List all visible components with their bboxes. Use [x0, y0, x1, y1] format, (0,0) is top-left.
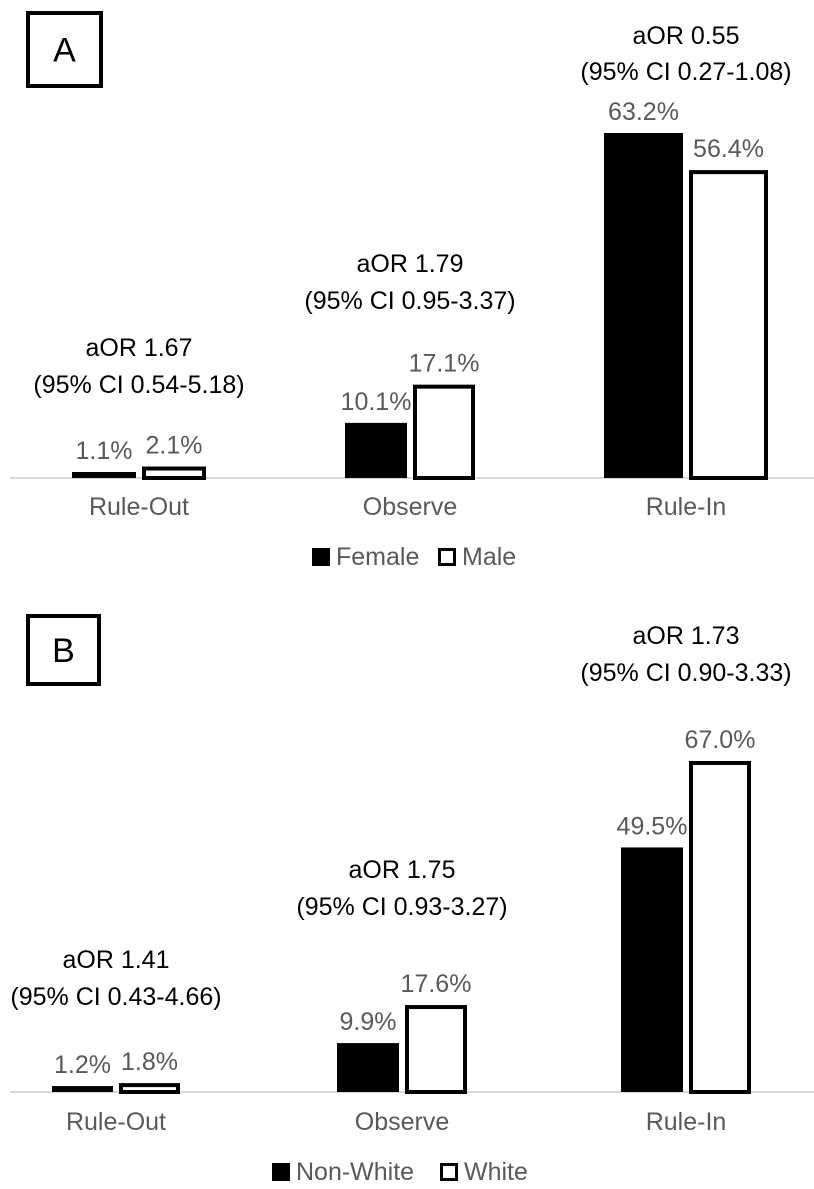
bar-female-rule-in — [604, 133, 683, 478]
data-label: 63.2% — [608, 98, 679, 126]
annotation-ci: (95% CI 0.27-1.08) — [580, 58, 791, 86]
data-label: 17.1% — [409, 350, 480, 378]
annotation-ci: (95% CI 0.54-5.18) — [33, 371, 244, 399]
panel-label: A — [53, 32, 76, 70]
x-tick-label: Rule-Out — [66, 1108, 166, 1136]
data-label: 56.4% — [693, 135, 764, 163]
legend-swatch-female — [312, 548, 330, 566]
data-label: 2.1% — [146, 432, 203, 460]
x-tick-label: Observe — [363, 493, 457, 521]
panel-label-box — [26, 11, 103, 88]
data-label: 9.9% — [340, 1008, 397, 1036]
bar-non-white-rule-in — [621, 847, 683, 1092]
annotation-aor: aOR 0.55 — [632, 22, 739, 50]
legend-label-female: Female — [336, 543, 419, 571]
data-label: 10.1% — [341, 388, 412, 416]
x-tick-label: Rule-In — [646, 493, 727, 521]
x-tick-label: Rule-In — [646, 1108, 727, 1136]
bar-female-observe — [345, 422, 407, 478]
bar-male-observe — [413, 384, 475, 480]
bar-white-rule-in — [689, 761, 751, 1094]
legend-label-male: Male — [462, 543, 516, 571]
annotation-ci: (95% CI 0.90-3.33) — [580, 659, 791, 687]
bar-white-observe — [405, 1005, 467, 1094]
data-label: 1.1% — [76, 437, 133, 465]
annotation-aor: aOR 1.79 — [356, 250, 463, 278]
legend-label-white: White — [464, 1158, 528, 1186]
annotation-aor: aOR 1.67 — [85, 334, 192, 362]
annotation-ci: (95% CI 0.95-3.37) — [304, 287, 515, 315]
annotation-ci: (95% CI 0.93-3.27) — [296, 893, 507, 921]
legend-label-non-white: Non-White — [296, 1158, 414, 1186]
bar-white-rule-out — [119, 1083, 180, 1094]
x-tick-label: Rule-Out — [89, 493, 189, 521]
panel-label: B — [52, 632, 75, 670]
panel-a: A 1.1% 2.1% Rule-Out aOR 1.67 (95% CI 0.54-5.… — [10, 11, 814, 571]
bar-female-rule-out — [72, 471, 136, 478]
panel-b: B 1.2% 1.8% Rule-Out aOR 1.41 (95% CI 0.43-4.… — [10, 614, 814, 1186]
x-tick-label: Observe — [355, 1108, 449, 1136]
annotation-aor: aOR 1.75 — [348, 856, 455, 884]
data-label: 67.0% — [685, 726, 756, 754]
data-label: 49.5% — [617, 812, 688, 840]
annotation-aor: aOR 1.73 — [632, 622, 739, 650]
panel-label-box — [26, 614, 101, 686]
data-label: 17.6% — [401, 970, 472, 998]
bar-non-white-rule-out — [52, 1086, 113, 1092]
data-label: 1.2% — [54, 1051, 111, 1079]
bar-male-rule-out — [142, 466, 206, 481]
annotation-aor: aOR 1.41 — [62, 946, 169, 974]
annotation-ci: (95% CI 0.43-4.66) — [10, 983, 221, 1011]
legend-swatch-male — [438, 548, 456, 566]
bar-non-white-observe — [337, 1043, 399, 1092]
bar-male-rule-in — [689, 170, 768, 481]
legend-swatch-non-white — [272, 1163, 290, 1181]
legend-swatch-white — [440, 1163, 458, 1181]
data-label: 1.8% — [121, 1048, 178, 1076]
